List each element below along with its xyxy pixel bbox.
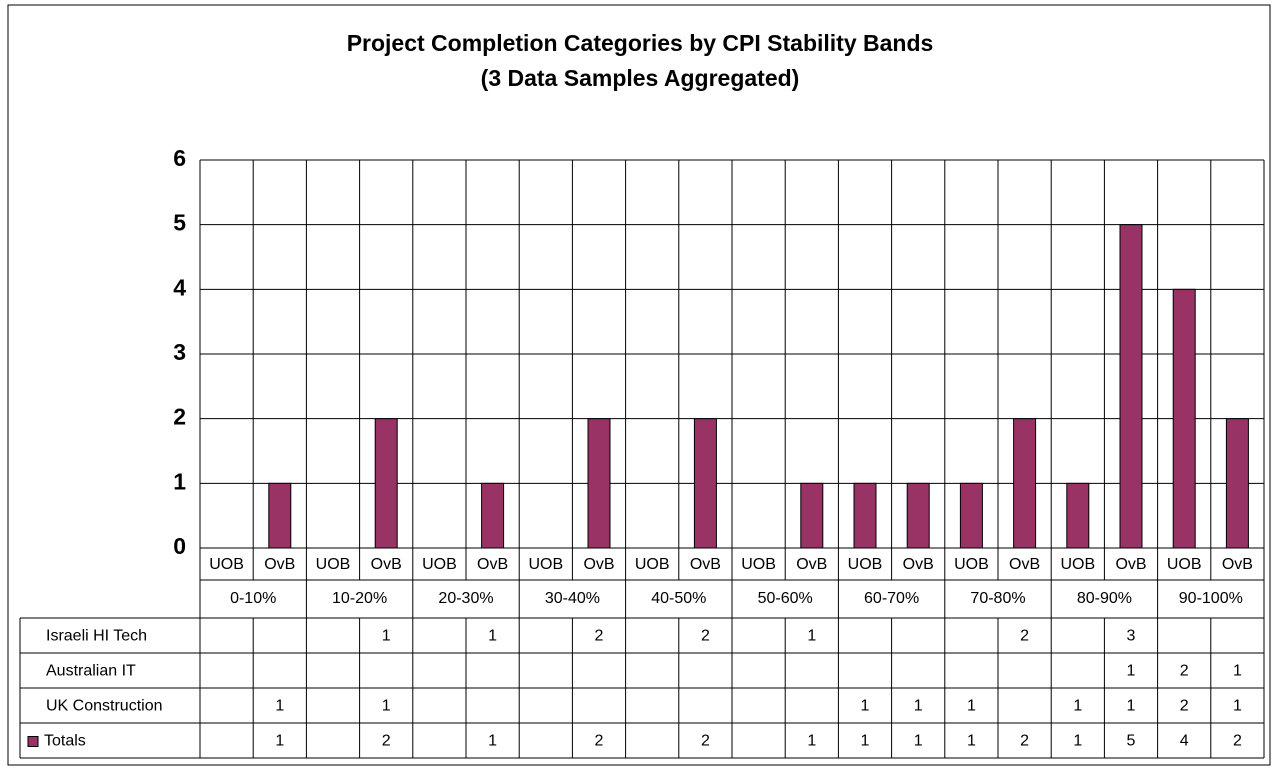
bar (1225, 418, 1249, 549)
table-cell: 1 (488, 733, 497, 750)
bar (906, 482, 930, 549)
group-label: 60-70% (864, 590, 919, 607)
x-tick-label: UOB (954, 556, 989, 573)
table-cell: 1 (1127, 698, 1136, 715)
table-cell: 1 (967, 698, 976, 715)
table-cell: 2 (595, 733, 604, 750)
group-label: 20-30% (438, 590, 493, 607)
table-cell: 1 (275, 698, 284, 715)
chart-subtitle: (3 Data Samples Aggregated) (481, 65, 800, 91)
x-tick-label: UOB (209, 556, 244, 573)
table-cell: 1 (382, 628, 391, 645)
x-tick-label: OvB (903, 556, 934, 573)
table-cell: 3 (1127, 628, 1136, 645)
table-cell: 1 (1233, 663, 1242, 680)
table-cell: 4 (1180, 733, 1189, 750)
group-label: 70-80% (970, 590, 1025, 607)
x-tick-label: UOB (635, 556, 670, 573)
bar (1172, 288, 1196, 549)
group-label: 10-20% (332, 590, 387, 607)
group-label: 40-50% (651, 590, 706, 607)
table-cell: 1 (488, 628, 497, 645)
table-cell: 2 (1233, 733, 1242, 750)
row-label: Australian IT (46, 663, 136, 680)
legend-key (27, 736, 39, 747)
x-tick-label: OvB (1222, 556, 1253, 573)
table-cell: 2 (1180, 698, 1189, 715)
x-tick-label: UOB (848, 556, 883, 573)
table-cell: 1 (914, 698, 923, 715)
bar (959, 482, 983, 549)
x-tick-label: UOB (1167, 556, 1202, 573)
table-cell: 1 (1233, 698, 1242, 715)
table-cell: 1 (1073, 698, 1082, 715)
y-tick-label: 6 (173, 145, 186, 171)
bar (268, 482, 292, 549)
table-cell: 1 (275, 733, 284, 750)
table-cell: 1 (861, 698, 870, 715)
group-label: 80-90% (1077, 590, 1132, 607)
table-cell: 5 (1127, 733, 1136, 750)
table-cell: 2 (1180, 663, 1189, 680)
x-tick-label: OvB (477, 556, 508, 573)
table-cell: 1 (382, 698, 391, 715)
group-label: 50-60% (758, 590, 813, 607)
bar (853, 482, 877, 549)
table-cell: 2 (701, 628, 710, 645)
x-tick-label: OvB (583, 556, 614, 573)
table-cell: 1 (1073, 733, 1082, 750)
bar (587, 418, 611, 549)
x-tick-label: OvB (796, 556, 827, 573)
y-tick-label: 1 (173, 468, 186, 494)
bar (1066, 482, 1090, 549)
x-tick-label: OvB (371, 556, 402, 573)
table-cell: 1 (967, 733, 976, 750)
table-cell: 1 (861, 733, 870, 750)
x-tick-label: UOB (422, 556, 457, 573)
y-tick-label: 5 (173, 210, 186, 236)
bar (374, 418, 398, 549)
group-label: 90-100% (1179, 590, 1243, 607)
x-tick-label: OvB (1009, 556, 1040, 573)
x-tick-label: UOB (741, 556, 776, 573)
y-tick-label: 2 (173, 404, 186, 430)
x-tick-label: OvB (690, 556, 721, 573)
table-cell: 1 (807, 628, 816, 645)
group-label: 0-10% (230, 590, 276, 607)
table-cell: 1 (1127, 663, 1136, 680)
x-tick-label: UOB (316, 556, 351, 573)
row-label: UK Construction (46, 698, 163, 715)
table-cell: 1 (807, 733, 816, 750)
chart-border (7, 4, 1271, 766)
x-tick-label: UOB (528, 556, 563, 573)
bar (1013, 418, 1037, 549)
y-tick-label: 4 (173, 274, 186, 300)
table-cell: 2 (701, 733, 710, 750)
table-cell: 1 (914, 733, 923, 750)
bar (693, 418, 717, 549)
x-tick-label: OvB (264, 556, 295, 573)
x-tick-label: OvB (1115, 556, 1146, 573)
group-label: 30-40% (545, 590, 600, 607)
table-cell: 2 (595, 628, 604, 645)
table-cell: 2 (1020, 733, 1029, 750)
bar (481, 482, 505, 549)
row-label: Israeli HI Tech (46, 628, 147, 645)
row-label: Totals (44, 733, 86, 750)
table-cell: 2 (382, 733, 391, 750)
bar (1119, 224, 1143, 549)
y-tick-label: 3 (173, 339, 186, 365)
bar (800, 482, 824, 549)
chart-title: Project Completion Categories by CPI Sta… (347, 30, 934, 56)
y-tick-label: 0 (173, 533, 186, 559)
x-tick-label: UOB (1060, 556, 1095, 573)
table-cell: 2 (1020, 628, 1029, 645)
